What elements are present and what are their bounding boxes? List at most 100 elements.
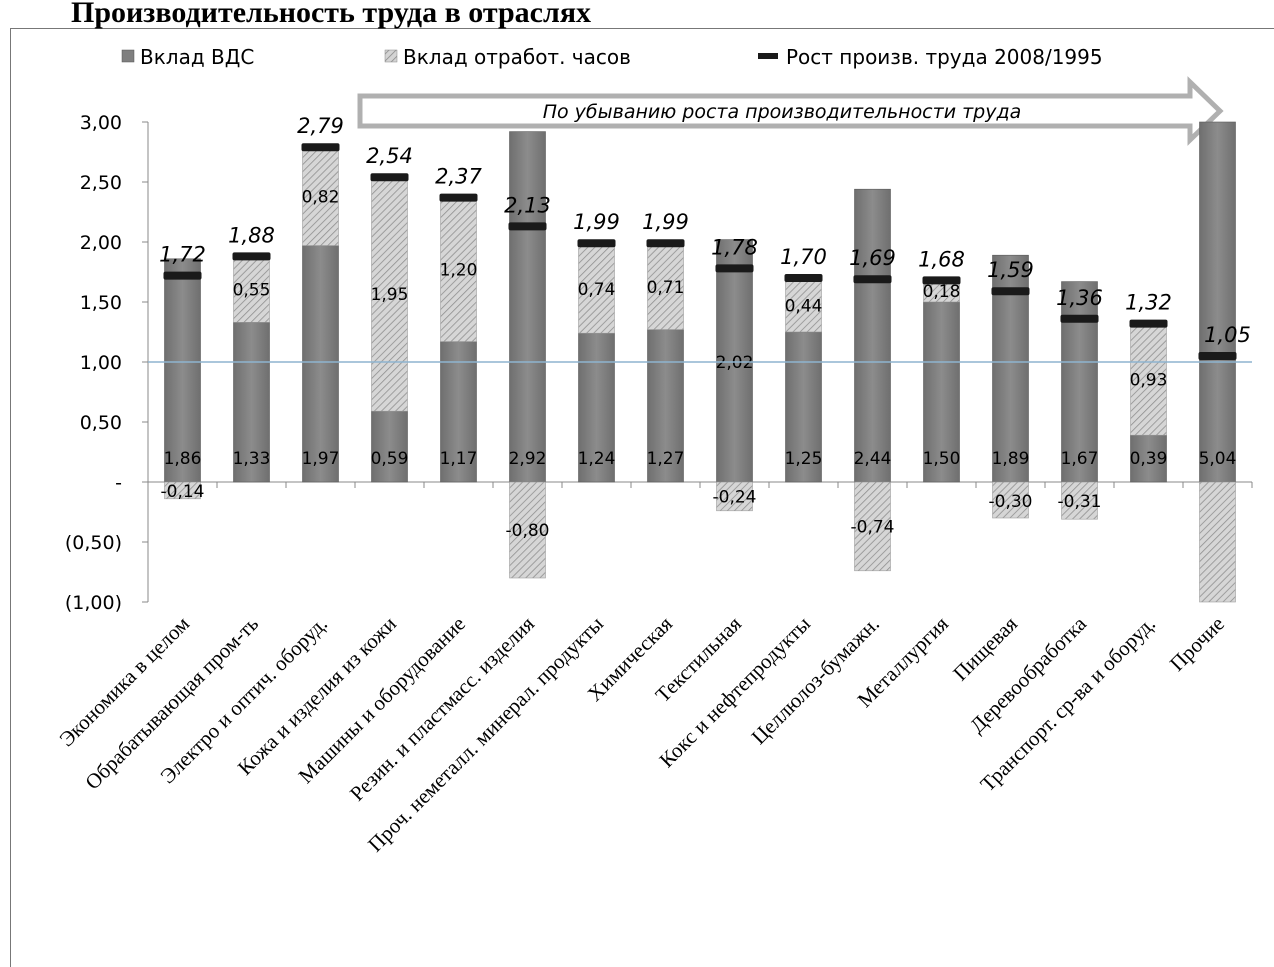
bars [163, 121, 1237, 603]
label-vds: 1,25 [785, 449, 823, 469]
growth-marker [439, 193, 478, 202]
bar-hours [509, 481, 546, 579]
label-hours: -0,31 [1058, 492, 1102, 512]
bar-hours [716, 481, 753, 512]
y-tick-label: 1,50 [80, 292, 122, 314]
growth-marker [301, 143, 340, 152]
bar-hours [164, 481, 201, 500]
bar-hours [578, 244, 615, 334]
growth-marker [646, 239, 685, 248]
label-vds: 0,39 [1130, 449, 1168, 469]
bar-vds [1199, 121, 1236, 483]
data-labels: 1,86 -0,14 1,72 1,33 0,55 1,88 1,97 0,82 2,79 0,5… [148, 114, 1252, 541]
label-vds: 1,50 [923, 449, 961, 469]
category-label: Прочие [1165, 612, 1229, 676]
label-growth: 1,70 [780, 245, 827, 269]
category-label: Деревообработка [965, 611, 1092, 738]
label-growth: 1,99 [642, 210, 689, 234]
label-growth: 1,36 [1056, 286, 1103, 310]
label-growth: 1,99 [573, 210, 620, 234]
bar-vds [854, 188, 891, 483]
y-tick-label: 2,00 [80, 232, 122, 254]
bar-hours [854, 481, 891, 572]
growth-marker [370, 173, 409, 182]
bar-vds [578, 332, 615, 483]
label-hours: 0,71 [647, 278, 685, 298]
y-tick-label: - [115, 472, 122, 494]
bar-hours [1061, 481, 1098, 520]
label-growth: 1,78 [711, 235, 758, 259]
legend-hours-swatch [384, 49, 398, 63]
y-tick-label: 2,50 [80, 172, 122, 194]
legend: Вклад ВДС Вклад отработ. часов Рост прои… [121, 45, 1103, 69]
label-hours: -0,80 [506, 521, 550, 541]
label-extra: 2,02 [716, 353, 754, 373]
growth-marker [1129, 319, 1168, 328]
label-hours: 0,82 [302, 187, 340, 207]
growth-marker [715, 264, 754, 273]
label-hours: 0,18 [923, 282, 961, 302]
label-growth: 1,72 [159, 243, 206, 267]
bar-hours [647, 244, 684, 330]
bar-vds [923, 301, 960, 483]
page-title-fragment: Производительность труда в отраслях [71, 0, 592, 29]
growth-marker [232, 252, 271, 261]
ranking-arrow-label: По убыванию роста производительности тру… [543, 101, 1022, 123]
ranking-arrow: По убыванию роста производительности тру… [357, 76, 1224, 146]
label-growth: 2,13 [504, 193, 551, 217]
label-hours: 0,74 [578, 280, 616, 300]
label-hours: 0,93 [1130, 370, 1168, 390]
growth-marker [508, 222, 547, 231]
y-tick-label: (1,00) [65, 592, 122, 614]
label-vds: 0,59 [371, 449, 409, 469]
label-vds: 1,97 [302, 449, 340, 469]
label-growth: 1,32 [1125, 291, 1172, 315]
growth-marker [784, 274, 823, 282]
label-growth: 1,05 [1204, 323, 1251, 347]
bar-vds [1130, 434, 1167, 483]
y-tick-label: 1,00 [80, 352, 122, 374]
label-vds: 2,44 [854, 449, 892, 469]
legend-growth-swatch [758, 53, 778, 59]
legend-vds-label: Вклад ВДС [140, 45, 254, 69]
label-vds: 1,27 [647, 449, 685, 469]
legend-hours-label: Вклад отработ. часов [403, 45, 631, 69]
label-growth: 1,88 [228, 223, 275, 247]
label-hours: -0,14 [161, 482, 205, 502]
label-growth: 1,68 [918, 247, 965, 271]
bar-hours [440, 197, 477, 342]
label-hours: -0,24 [713, 487, 757, 507]
label-vds: 5,04 [1199, 449, 1237, 469]
y-tick-label: 3,00 [80, 112, 122, 134]
bar-hours [1130, 323, 1167, 436]
growth-marker [577, 239, 616, 248]
y-tick-label: (0,50) [65, 532, 122, 554]
legend-vds-swatch [121, 49, 135, 63]
label-vds: 1,17 [440, 449, 478, 469]
bar-hours [233, 256, 270, 323]
growth-marker [922, 276, 961, 285]
growth-marker [163, 271, 202, 280]
y-tick-label: 0,50 [80, 412, 122, 434]
category-label: Экономика в целом [54, 612, 194, 752]
label-vds: 1,89 [992, 449, 1030, 469]
bar-hours [992, 481, 1029, 519]
bar-vds [302, 245, 339, 483]
label-growth: 1,59 [987, 258, 1034, 282]
label-growth: 2,79 [297, 114, 344, 138]
label-growth: 1,69 [849, 246, 896, 270]
bar-vds [647, 329, 684, 483]
label-hours: 1,20 [440, 261, 478, 281]
label-vds: 1,24 [578, 449, 616, 469]
growth-marker [853, 275, 892, 284]
growth-marker [1060, 314, 1099, 323]
label-hours: 1,95 [371, 285, 409, 305]
bar-vds [371, 410, 408, 483]
label-growth: 2,54 [366, 144, 413, 168]
bar-vds [233, 322, 270, 483]
growth-marker [1198, 352, 1237, 360]
bar-hours [1199, 481, 1236, 603]
bar-hours [371, 176, 408, 412]
